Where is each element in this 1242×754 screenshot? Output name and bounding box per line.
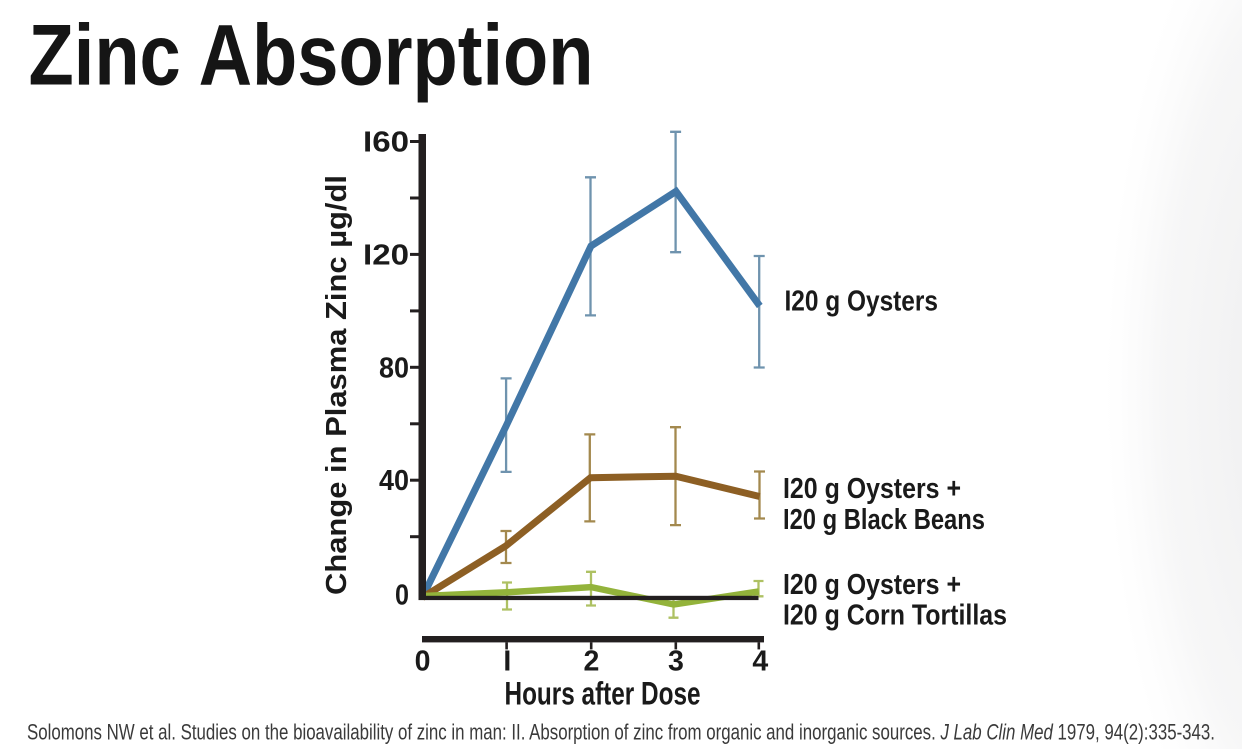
svg-text:I20 g Black Beans: I20 g Black Beans — [783, 504, 985, 536]
svg-text:I20 g Oysters +: I20 g Oysters + — [783, 473, 961, 505]
svg-text:0: 0 — [395, 580, 409, 612]
svg-text:Solomons NW et al. Studies on: Solomons NW et al. Studies on the bioava… — [27, 720, 1215, 745]
svg-text:0: 0 — [415, 646, 431, 678]
svg-text:80: 80 — [379, 352, 409, 384]
svg-text:2: 2 — [583, 646, 599, 678]
svg-text:I20 g Oysters +: I20 g Oysters + — [783, 569, 961, 601]
svg-text:Change in Plasma Zinc µg/dl: Change in Plasma Zinc µg/dl — [321, 175, 353, 595]
svg-text:4: 4 — [752, 646, 768, 678]
svg-text:I60: I60 — [363, 127, 409, 159]
svg-text:I20: I20 — [363, 239, 409, 271]
svg-text:I20 g Oysters: I20 g Oysters — [785, 286, 939, 318]
svg-text:3: 3 — [668, 646, 684, 678]
svg-text:I20 g Corn Tortillas: I20 g Corn Tortillas — [783, 600, 1007, 632]
svg-text:Zinc Absorption: Zinc Absorption — [29, 8, 594, 104]
svg-text:I: I — [503, 646, 511, 678]
svg-text:40: 40 — [379, 465, 409, 497]
svg-text:Hours after Dose: Hours after Dose — [505, 676, 701, 712]
